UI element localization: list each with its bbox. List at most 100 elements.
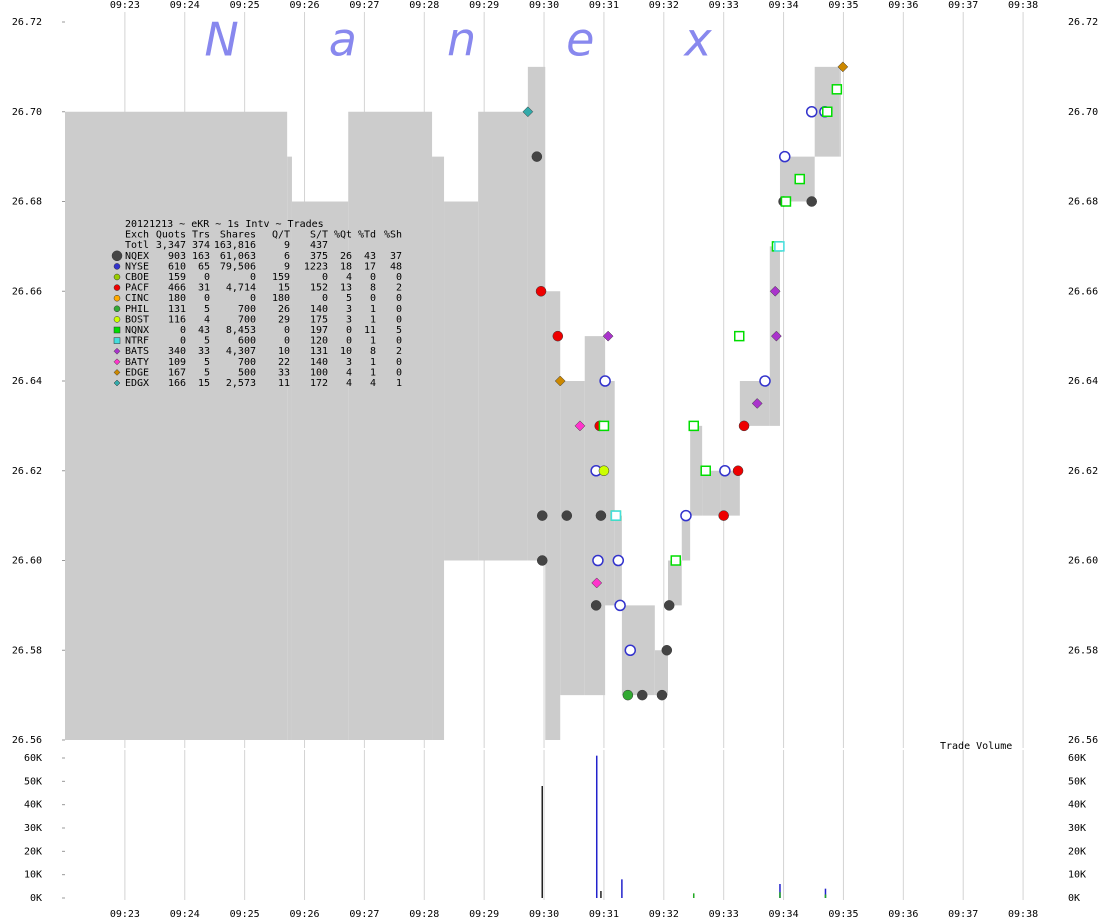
table-cell: 163,816: [214, 240, 256, 251]
trade-marker: [670, 555, 682, 566]
x-tick-label: 09:24: [170, 909, 200, 920]
trade-marker: [805, 106, 818, 118]
legend-label: NTRF: [125, 336, 149, 347]
x-tick-label: 09:37: [948, 909, 978, 920]
legend-marker: [113, 284, 121, 291]
table-cell: 37: [390, 251, 402, 262]
spread-segment: [667, 560, 682, 606]
y-tick-label: 26.66: [1068, 286, 1098, 297]
trade-marker: [738, 420, 750, 432]
table-cell: 5: [204, 357, 210, 368]
table-cell: 0: [322, 293, 328, 304]
table-cell: 437: [310, 240, 328, 251]
trade-marker: [602, 330, 614, 342]
table-cell: 29: [278, 314, 290, 325]
table-cell: 43: [198, 325, 210, 336]
x-tick-label: 09:33: [709, 0, 739, 11]
y-tick-label: 0K: [1068, 893, 1080, 904]
trade-marker: [806, 196, 817, 207]
x-tick-label: 09:36: [888, 909, 918, 920]
legend-marker: [111, 250, 123, 262]
volume-bar: [595, 755, 598, 898]
table-cell: 2: [396, 283, 402, 294]
table-cell: Trs: [192, 230, 210, 241]
table-cell: 4: [346, 272, 352, 283]
table-cell: 13: [340, 283, 352, 294]
spread-segment: [287, 156, 292, 740]
table-cell: 3: [346, 304, 352, 315]
table-cell: 1223: [304, 261, 328, 272]
trade-marker: [700, 465, 711, 476]
table-cell: 48: [390, 261, 402, 272]
trade-marker: [719, 465, 731, 477]
x-tick-label: 09:31: [589, 0, 619, 11]
legend-label: NQEX: [125, 251, 149, 262]
spread-segment: [291, 201, 349, 740]
trade-marker: [591, 577, 603, 589]
table-cell: 9: [284, 240, 290, 251]
table-cell: 0: [346, 336, 352, 347]
x-tick-label: 09:35: [828, 0, 858, 11]
table-cell: 1: [370, 357, 376, 368]
x-tick-label: 09:26: [289, 909, 319, 920]
x-tick-label: 09:23: [110, 909, 140, 920]
table-cell: 0: [396, 272, 402, 283]
table-cell: Totl: [125, 240, 149, 251]
volume-bar: [692, 893, 695, 898]
y-tick-label: 20K: [24, 846, 42, 857]
table-cell: 5: [396, 325, 402, 336]
trade-marker: [718, 510, 729, 521]
table-cell: 0: [396, 293, 402, 304]
spread-segment: [720, 470, 740, 516]
table-cell: 4,714: [226, 283, 256, 294]
table-cell: 700: [238, 314, 256, 325]
trade-marker: [837, 61, 849, 73]
spread-segment: [702, 470, 721, 516]
trade-marker: [661, 645, 673, 656]
table-cell: 1: [370, 304, 376, 315]
trade-marker: [614, 599, 626, 612]
table-title: 20121213 ~ eKR ~ 1s Intv ~ Trades: [125, 219, 324, 230]
spread-segment: [478, 111, 528, 561]
table-cell: 903: [168, 251, 186, 262]
table-cell: 33: [278, 367, 290, 378]
x-tick-label: 09:33: [709, 909, 739, 920]
spread-segment: [527, 66, 546, 561]
trade-marker: [598, 465, 610, 476]
table-cell: 100: [310, 367, 328, 378]
table-cell: 166: [168, 378, 186, 389]
y-tick-label: 40K: [24, 800, 42, 811]
x-tick-label: 09:23: [110, 0, 140, 11]
trade-marker: [574, 420, 586, 432]
spread-segment: [348, 111, 433, 740]
y-tick-label: 26.72: [1068, 17, 1098, 28]
y-tick-label: 40K: [1068, 800, 1086, 811]
y-tick-label: 30K: [24, 823, 42, 834]
x-tick-label: 09:38: [1008, 909, 1038, 920]
table-cell: 3: [346, 314, 352, 325]
trade-marker: [656, 689, 668, 701]
legend-marker: [113, 316, 121, 323]
trade-marker: [732, 465, 744, 476]
trade-marker: [680, 509, 692, 522]
x-tick-label: 09:32: [649, 909, 679, 920]
legend-marker: [113, 273, 121, 281]
table-cell: 140: [310, 304, 328, 315]
table-cell: 15: [198, 378, 210, 389]
table-cell: 9: [284, 261, 290, 272]
x-tick-label: 09:24: [170, 0, 200, 11]
trade-marker: [831, 84, 843, 95]
volume-bar: [600, 891, 602, 898]
table-cell: 43: [364, 251, 376, 262]
x-tick-label: 09:30: [529, 0, 559, 11]
trade-marker: [522, 106, 534, 118]
trade-marker: [688, 420, 699, 432]
table-cell: 180: [168, 293, 186, 304]
table-cell: 131: [168, 304, 186, 315]
legend-marker: [113, 379, 121, 387]
table-cell: 610: [168, 261, 186, 272]
spread-segment: [444, 201, 479, 561]
table-cell: 11: [364, 325, 376, 336]
table-cell: 8: [370, 346, 376, 357]
